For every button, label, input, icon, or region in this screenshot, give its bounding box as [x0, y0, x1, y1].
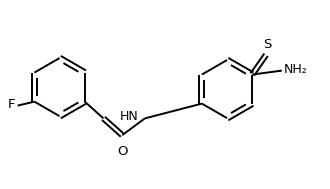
Text: O: O [117, 145, 127, 158]
Text: S: S [263, 38, 271, 51]
Text: F: F [8, 98, 15, 111]
Text: HN: HN [120, 110, 139, 123]
Text: NH₂: NH₂ [284, 63, 308, 76]
